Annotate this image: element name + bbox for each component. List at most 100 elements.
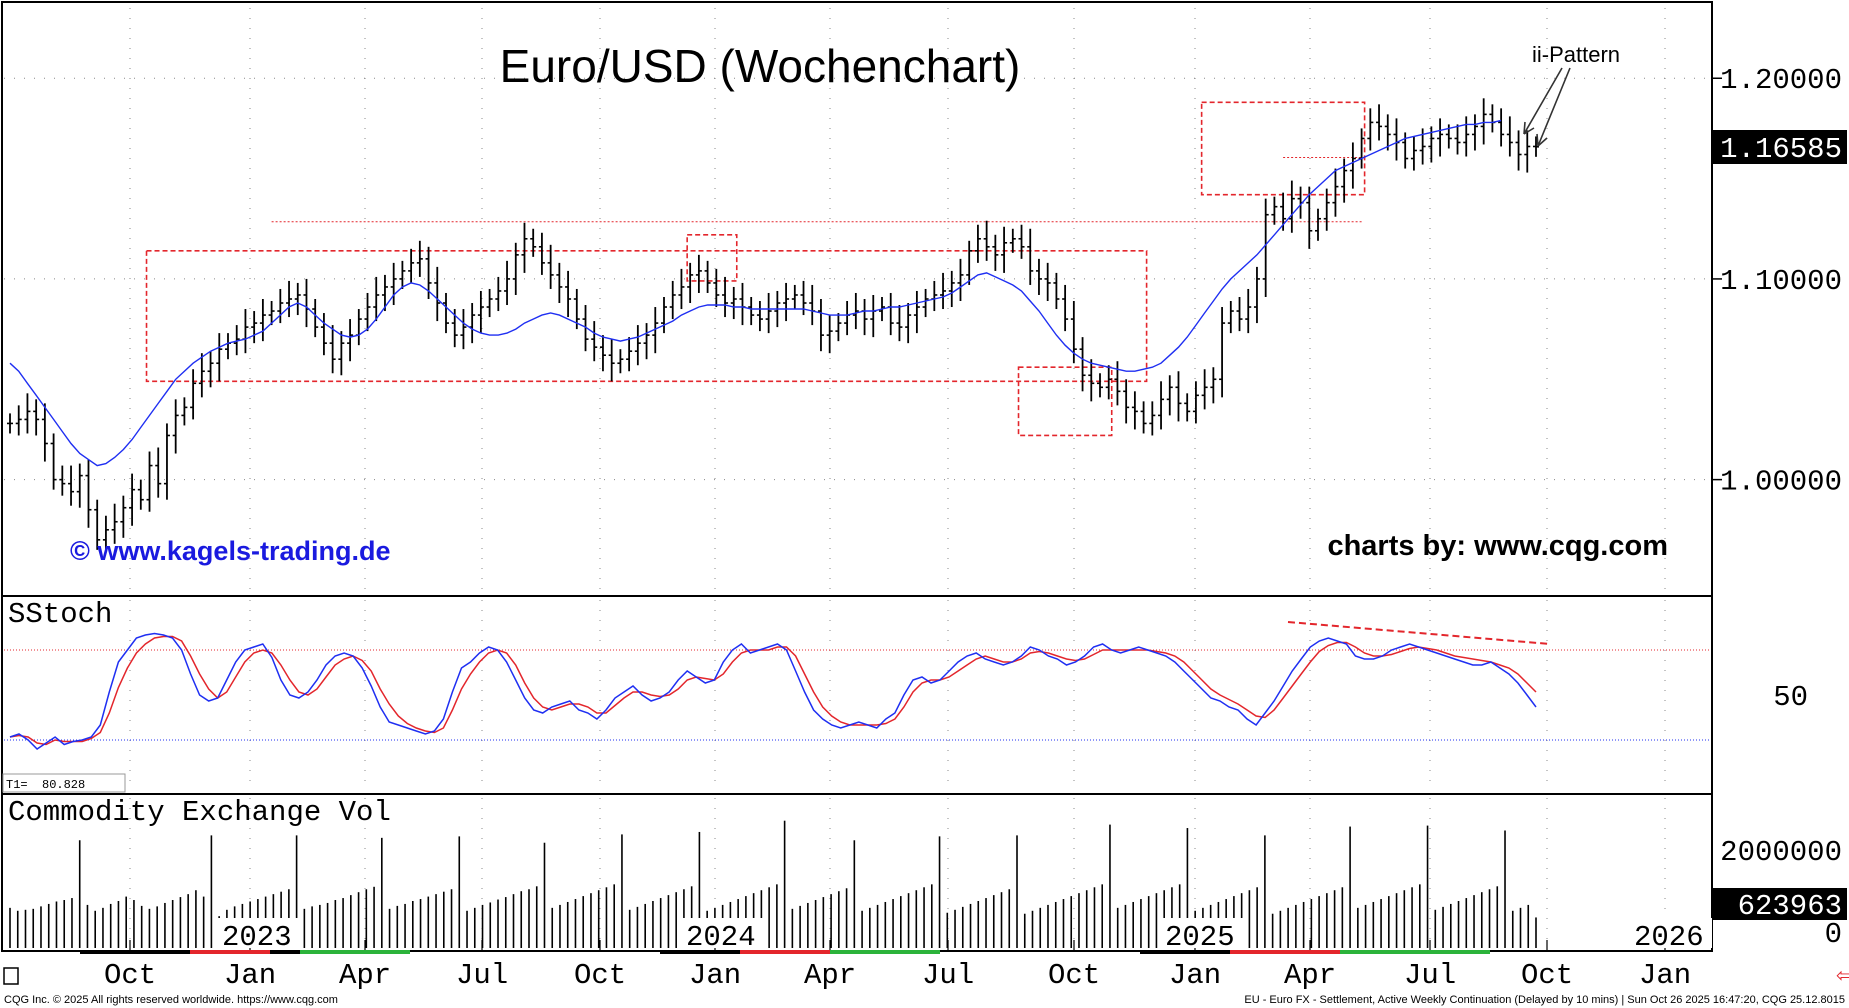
price-bar [504,260,511,306]
price-bar [974,224,981,263]
year-label-bg [1630,918,1712,948]
price-bar [1062,284,1069,332]
last-price-label: 1.16585 [1720,133,1842,166]
price-bar [1044,262,1051,302]
price-bar [556,262,563,304]
price-bar [661,296,667,334]
stoch-readout: T1= 80.828 [6,778,85,792]
price-bar [120,495,127,538]
price-bar [50,433,57,490]
month-label: Jan [224,959,276,992]
price-bar [1410,136,1417,171]
stoch-slow-line [9,635,1537,746]
price-bars-group [7,98,1539,552]
stoch-panel [1,595,1713,795]
price-bar [582,305,589,352]
price-bar [1192,381,1199,424]
last-volume-label: 623963 [1738,890,1842,923]
stoch-title: SStoch [8,598,112,631]
price-bar [748,296,755,326]
price-bar [940,272,947,310]
year-label: 2025 [1165,921,1235,954]
price-bar [76,463,83,508]
price-bar [1123,379,1130,424]
month-label: Apr [1284,959,1336,992]
month-label: Oct [1048,959,1100,992]
price-bar [913,290,920,334]
price-bar [1088,359,1095,402]
price-bar [1471,114,1478,151]
price-bar [652,307,659,354]
price-panel [1,1,1713,597]
price-bar [129,473,136,526]
price-bar [1498,108,1505,147]
year-label: 2023 [222,921,292,954]
stoch-readout-box [2,773,126,793]
price-bar [591,321,598,362]
moving-average-line [9,119,1502,467]
month-label: Jul [456,959,508,992]
price-bar [364,292,371,332]
price-bar [312,299,319,338]
price-bar [695,254,702,293]
zone-box-0 [145,250,1148,383]
price-bar [1376,104,1383,141]
chart-title: Euro/USD (Wochenchart) [500,40,1021,92]
price-bar [381,274,388,312]
price-bar [163,423,170,500]
stoch-fast-line [9,632,1537,750]
price-bar [783,282,790,322]
price-bar [922,288,929,318]
price-bar [704,260,711,293]
price-bar [1001,226,1008,273]
price-bar [1201,369,1208,410]
price-bar [1384,114,1391,151]
month-label: Jan [1169,959,1221,992]
price-bar [477,290,484,334]
price-bar [286,280,293,318]
price-bar [94,499,101,550]
time-axis: Oct Jan Apr Jul Oct Jan Apr Jul Oct Jan Apr Jul Oct J… [104,918,1712,992]
price-bar [338,331,345,376]
price-bar [373,276,380,322]
price-bar [146,451,153,512]
price-bar [1236,296,1243,332]
price-bar [713,268,720,308]
price-bar [1149,401,1156,436]
price-bar [33,399,40,436]
price-bar [722,276,729,318]
back-arrow-icon[interactable]: ⇦ [1836,965,1849,987]
price-bar [599,335,606,372]
year-label-bg [218,918,300,948]
stoch-tick-label: 50 [1773,681,1808,714]
price-bar [102,515,109,552]
price-bar [1288,180,1295,233]
price-bar [443,292,449,334]
price-bar [1035,258,1042,295]
stoch-axis: 50 [1773,681,1808,714]
price-bar [896,305,903,342]
price-bar [294,282,301,316]
price-bar [1506,116,1513,157]
price-bar [826,315,833,354]
ii-pattern-arrows [1523,67,1571,147]
price-bar [852,292,859,330]
price-bar [1332,168,1339,217]
scroll-box-icon[interactable] [3,967,19,985]
price-bar [233,325,240,356]
price-bar [408,248,415,283]
price-bar [347,319,354,362]
ii-pattern-label: ii-Pattern [1532,42,1620,67]
price-bar [966,240,973,285]
price-bar [1349,142,1356,189]
price-bar [137,479,144,510]
price-bar [1437,118,1444,157]
price-bar [643,323,650,360]
zone-box-1 [686,233,738,282]
price-bar [1367,108,1374,151]
month-label: Jul [922,959,974,992]
price-bar [1463,116,1470,157]
price-bar [765,292,772,334]
volume-tick-label: 2000000 [1720,836,1842,869]
